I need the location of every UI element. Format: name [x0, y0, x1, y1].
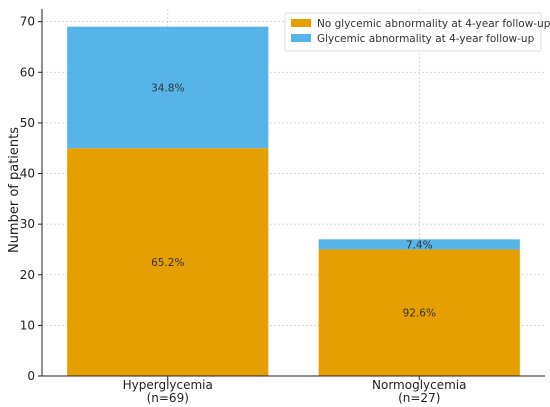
bar-segment — [318, 249, 520, 376]
legend-box — [284, 12, 542, 52]
x-tick-label: (n=69) — [147, 391, 189, 405]
y-axis-label: Number of patients — [7, 127, 22, 253]
legend-entry-label: Glycemic abnormality at 4-year follow-up — [317, 33, 535, 45]
x-tick-label: Hyperglycemia — [123, 378, 213, 392]
bar-percentage-label: 65.2% — [151, 257, 184, 269]
bar-percentage-label: 92.6% — [403, 308, 436, 320]
y-tick-label: 50 — [20, 116, 35, 130]
x-tick-label: Normoglycemia — [372, 378, 466, 392]
axes: 0 10 20 30 40 50 60 70 Hyperglycemia(n=69) Normog… — [20, 9, 545, 405]
y-tick-label: 0 — [27, 369, 35, 383]
y-tick-label: 10 — [20, 318, 35, 332]
y-tick-label: 30 — [20, 217, 35, 231]
legend-swatch — [291, 34, 311, 42]
legend: No glycemic abnormality at 4-year follow… — [284, 12, 550, 52]
x-tick-label: (n=27) — [398, 391, 440, 405]
bar-labels: 65.2% 34.8% 92.6% 7.4% — [151, 82, 436, 319]
y-tick-label: 40 — [20, 167, 35, 181]
bar-segment — [318, 239, 520, 250]
y-tick-label: 20 — [20, 268, 35, 282]
bars — [67, 26, 520, 376]
bar-segment — [67, 26, 269, 149]
legend-entry-label: No glycemic abnormality at 4-year follow… — [317, 18, 550, 30]
bar-percentage-label: 34.8% — [151, 82, 184, 94]
bar-percentage-label: 7.4% — [406, 239, 433, 251]
y-tick-label: 70 — [20, 15, 35, 29]
y-tick-label: 60 — [20, 65, 35, 79]
legend-swatch — [291, 19, 311, 27]
bar-segment — [67, 148, 269, 376]
